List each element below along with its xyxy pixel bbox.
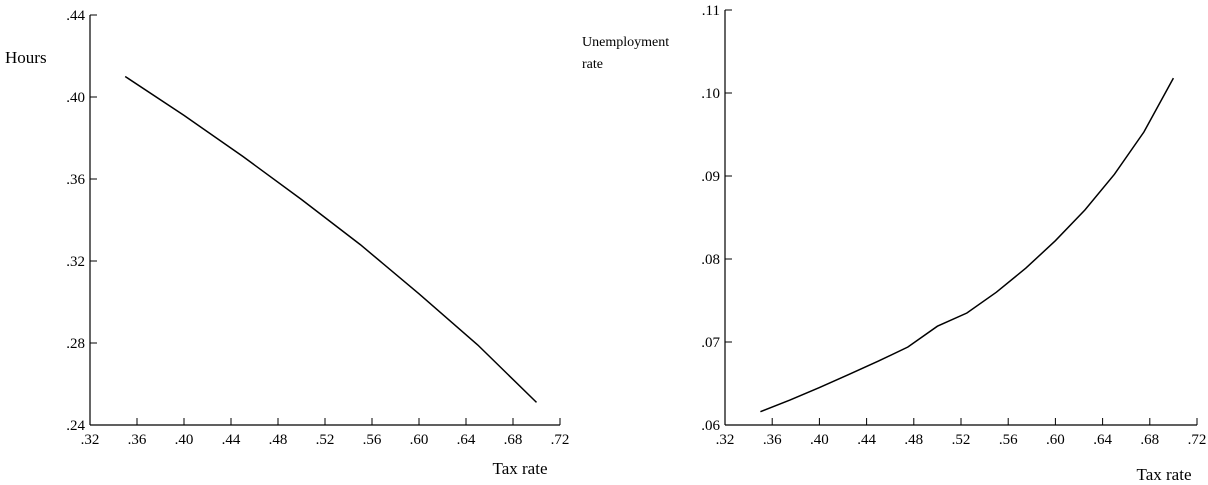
x-tick-label: .56 [999, 432, 1018, 448]
x-tick-label: .32 [716, 432, 735, 448]
x-axis-title: Tax rate [493, 459, 548, 478]
y-tick-label: .36 [66, 172, 85, 188]
x-tick-label: .56 [363, 432, 382, 448]
y-tick-label: .11 [702, 3, 720, 19]
series-line [124, 75, 538, 403]
x-tick-label: .60 [410, 432, 429, 448]
x-tick-label: .64 [1093, 432, 1112, 448]
y-tick-label: .08 [701, 252, 720, 268]
y-tick-label: .28 [66, 336, 85, 352]
y-tick-label: .07 [701, 335, 720, 351]
series-line [760, 77, 1175, 413]
hours-chart: .24 .28 .32 .36 .40 .44 .32 .36 .40 .44 .48 .52 .56.… [5, 8, 569, 478]
x-tick-label: .72 [551, 432, 570, 448]
x-tick-label: .52 [316, 432, 335, 448]
x-tick-label: .44 [222, 432, 241, 448]
y-tick-label: .44 [66, 8, 85, 24]
x-tick-label: .48 [269, 432, 288, 448]
y-tick-label: .32 [66, 254, 85, 270]
x-tick-label: .68 [504, 432, 523, 448]
y-tick-label: .09 [701, 169, 720, 185]
x-tick-label: .36 [763, 432, 782, 448]
x-tick-label: .36 [128, 432, 147, 448]
x-tick-label: .60 [1046, 432, 1065, 448]
x-tick-label: .68 [1140, 432, 1159, 448]
x-tick-label: .52 [952, 432, 971, 448]
x-axis-title: Tax rate [1137, 465, 1192, 484]
y-tick-label: .10 [701, 86, 720, 102]
x-tick-label: .44 [857, 432, 876, 448]
unemployment-chart: .06 .07 .08 .09 .10 .11 .32 .36 .40 .44 .48 .52 .56.… [582, 3, 1206, 484]
y-tick-label: .40 [66, 90, 85, 106]
y-axis-title: Unemployment [582, 35, 669, 50]
x-tick-label: .32 [81, 432, 100, 448]
y-tick-label: .24 [66, 418, 85, 434]
x-tick-label: .64 [457, 432, 476, 448]
y-axis-title: rate [582, 57, 603, 72]
x-tick-label: .48 [904, 432, 923, 448]
x-tick-label: .72 [1188, 432, 1207, 448]
x-tick-label: .40 [175, 432, 194, 448]
y-tick-label: .06 [701, 418, 720, 434]
y-axis-title: Hours [5, 48, 47, 67]
x-tick-label: .40 [810, 432, 829, 448]
